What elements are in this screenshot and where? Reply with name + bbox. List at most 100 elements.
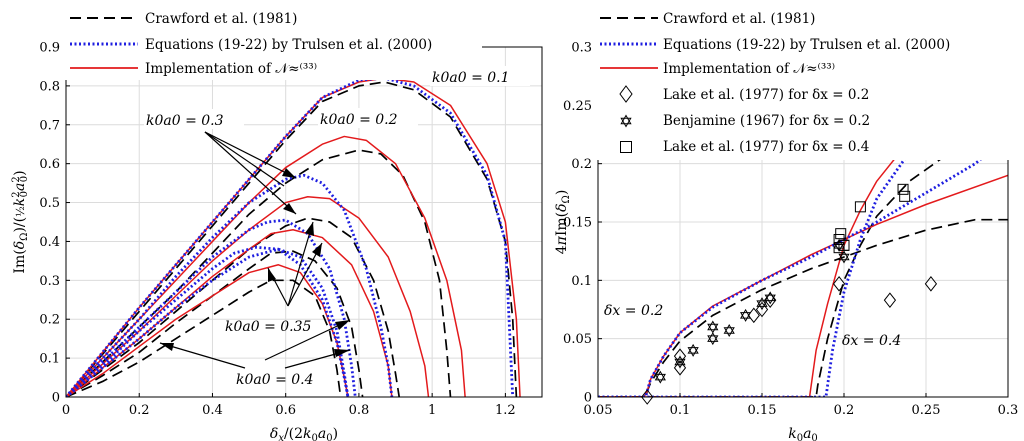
r-xtick-label: 0.15: [748, 403, 777, 418]
l-series-solid: [66, 195, 430, 397]
l-series-dashed: [66, 279, 342, 397]
arrowhead-035-b: [312, 243, 322, 257]
right-ylabel: 4πIm(δΩ): [554, 190, 572, 255]
left-xlabel: δx/(2k0a0): [270, 426, 338, 441]
diamond-marker: [924, 276, 938, 292]
r-xtick-label: 0.2: [834, 403, 855, 418]
ka-01-label-bg: [430, 66, 530, 86]
arrow-035-a: [287, 221, 314, 307]
left-legend-box: [62, 0, 482, 80]
l-series-dashed: [66, 217, 401, 397]
left-ylabel: Im(δΩ)/(½k20a20): [11, 170, 30, 273]
r-xtick-label: 0.05: [584, 403, 613, 418]
right-annotations: δx = 0.2 δx = 0.4: [604, 303, 901, 349]
left-curves: [66, 76, 521, 397]
square-marker: [897, 183, 909, 195]
annotation-arrowheads: [160, 168, 350, 357]
l-xtick-label: 0: [62, 403, 70, 418]
arrowhead-03-a: [282, 168, 296, 178]
l-series-dotted: [66, 76, 515, 397]
l-xtick-label: 0.2: [129, 403, 150, 418]
ka-03-label: k0a0 = 0.3: [146, 113, 224, 129]
l-ytick-label: 0.7: [39, 118, 60, 133]
diamond-marker: [673, 360, 687, 376]
left-panel: 0 0.2 0.4 0.6 0.8 1 1.2 0 0.1 0.2 0.3 0.4 0.5 0.6 0.7 0…: [11, 0, 543, 441]
diamond-marker: [883, 292, 897, 308]
r-ytick-label: 0.3: [571, 41, 592, 56]
left-annotations: k0a0 = 0.1 k0a0 = 0.2 k0a0 = 0.3 k0a0 = …: [144, 66, 530, 388]
square-marker: [838, 239, 850, 251]
diamond-marker: [755, 301, 769, 318]
ka-02-label: k0a0 = 0.2: [320, 112, 398, 128]
arrowhead-04-b: [334, 349, 350, 357]
l-series-solid: [66, 135, 466, 397]
hexagram-marker: [723, 324, 735, 337]
r-ytick-label: 0.2: [571, 157, 592, 172]
arrow-03-b: [204, 131, 297, 215]
diamond-marker: [832, 276, 846, 292]
l-series-solid: [66, 77, 521, 397]
diamond-marker: [673, 348, 687, 364]
ka-035-label: k0a0 = 0.35: [225, 319, 312, 335]
ka-04-label: k0a0 = 0.4: [236, 372, 314, 388]
r-ytick-label: 0: [584, 391, 592, 406]
l-series-dotted: [66, 247, 350, 397]
r-xtick-label: 0.1: [670, 403, 691, 418]
r-ytick-label: 0.15: [563, 216, 592, 231]
square-marker: [835, 228, 847, 240]
right-markers: [641, 183, 938, 405]
l-series-dotted: [66, 245, 350, 397]
r-xtick-label: 0.3: [998, 403, 1019, 418]
r-series-dotted: [598, 47, 993, 397]
right-legend-entry-1: Equations (19-22) by Trulsen et al. (200…: [663, 37, 950, 53]
left-legend-entry-2: Implementation of 𝒩≈⁽³³⁾: [145, 61, 317, 77]
right-legend-entry-4: Benjamine (1967) for δx = 0.2: [663, 113, 870, 129]
arrow-03-a: [204, 131, 297, 179]
l-ytick-label: 0.9: [39, 41, 60, 56]
right-panel: 0.05 0.1 0.15 0.2 0.25 0.300.050.10.150.20.25…: [554, 0, 1018, 441]
dx-04-label: δx = 0.4: [842, 333, 901, 349]
right-legend-box: [595, 0, 1015, 160]
square-marker: [854, 201, 866, 213]
right-legend-entry-3: Lake et al. (1977) for δx = 0.2: [663, 87, 869, 103]
square-marker: [899, 190, 911, 202]
ka-01-label: k0a0 = 0.1: [432, 70, 510, 86]
right-legend-entry-0: Crawford et al. (1981): [663, 11, 815, 27]
l-ytick-label: 0: [52, 391, 60, 406]
right-xlabel: k0a0: [788, 426, 818, 441]
arrowhead-04-a: [160, 343, 174, 351]
r-xtick-label: 0.25: [912, 403, 941, 418]
l-ytick-label: 0.1: [39, 352, 60, 367]
arrow-03-c: [204, 131, 285, 187]
arrow-04-a: [159, 342, 246, 369]
r-ytick-label: 0.25: [563, 99, 592, 114]
arrowhead-03-b: [283, 203, 296, 214]
l-series-solid: [66, 264, 349, 397]
ka-02-label-bg: [318, 108, 418, 128]
arrowhead-04-c: [335, 320, 350, 330]
dx-02-label: δx = 0.2: [604, 303, 663, 319]
l-ytick-label: 0.4: [39, 235, 60, 250]
r-series-solid: [598, 174, 1008, 397]
hexagram-marker: [707, 321, 719, 333]
right-ticks: 0.05 0.1 0.15 0.2 0.25 0.300.050.10.150.20.25…: [563, 41, 1018, 419]
l-series-dashed: [66, 250, 364, 397]
right-legend-entry-2: Implementation of 𝒩≈⁽³³⁾: [663, 61, 835, 77]
l-xtick-label: 0.8: [349, 403, 370, 418]
arrowhead-035-c: [268, 268, 276, 282]
r-ytick-label: 0.05: [563, 332, 592, 347]
l-series-dashed: [66, 149, 452, 397]
arrowhead-035-a: [305, 222, 314, 236]
l-xtick-label: 1: [428, 403, 436, 418]
l-ytick-label: 0.6: [39, 157, 60, 172]
left-legend: Crawford et al. (1981) Equations (19-22)…: [62, 0, 482, 80]
right-legend-square-marker: [620, 141, 632, 153]
l-ytick-label: 0.3: [39, 274, 60, 289]
r-ytick-label: 0.1: [571, 274, 592, 289]
l-series-dotted: [66, 218, 357, 397]
ka-03-label-bg: [144, 109, 244, 129]
hexagram-marker: [740, 309, 751, 322]
left-legend-entry-0: Crawford et al. (1981): [145, 11, 297, 27]
left-legend-entry-1: Equations (19-22) by Trulsen et al. (200…: [145, 37, 432, 53]
right-legend-diamond-marker: [619, 85, 633, 103]
